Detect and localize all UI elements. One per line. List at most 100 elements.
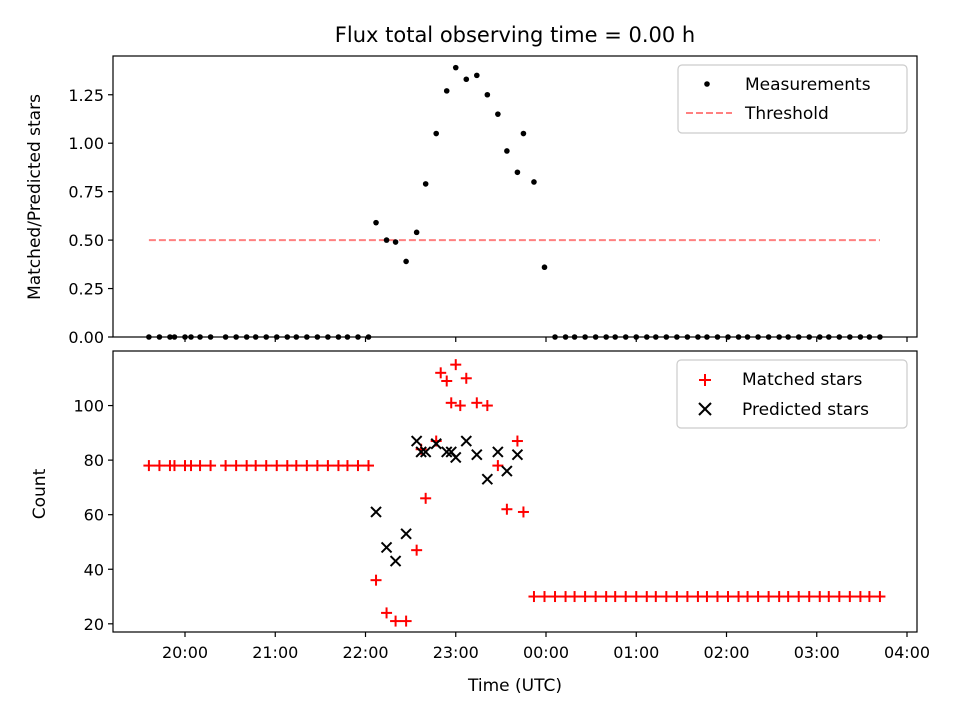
bottom-legend: Matched stars Predicted stars <box>676 359 908 429</box>
x-tick-label: 01:00 <box>613 643 659 662</box>
measurement-point <box>592 334 599 340</box>
measurement-point <box>392 239 399 245</box>
measurement-point <box>695 334 701 340</box>
measurement-point <box>836 334 843 340</box>
top-y-tick-label: 0.75 <box>68 183 104 202</box>
matched-star-point <box>230 460 242 472</box>
matched-star-point <box>341 460 353 472</box>
matched-star-point <box>763 591 775 603</box>
measurement-point <box>452 64 459 71</box>
matched-star-point <box>517 506 529 518</box>
measurement-point <box>674 334 680 340</box>
legend-measurements-marker <box>704 81 710 87</box>
measurement-point <box>293 334 300 340</box>
measurement-point <box>735 334 742 340</box>
measurement-point <box>252 334 259 340</box>
predicted-star-point <box>471 448 483 461</box>
matched-star-point <box>194 460 206 472</box>
legend-predicted-marker <box>698 402 712 416</box>
matched-star-point <box>590 591 602 603</box>
x-tick-label: 21:00 <box>252 643 298 662</box>
measurement-point <box>188 334 194 340</box>
predicted-star-point <box>400 528 412 540</box>
matched-star-point <box>660 591 672 603</box>
measurement-point <box>373 219 379 226</box>
predicted-star-point <box>450 451 462 464</box>
measurement-point <box>622 334 629 340</box>
measurement-point <box>765 334 772 340</box>
measurement-point <box>156 334 163 340</box>
matched-star-point <box>390 615 402 627</box>
matched-star-point <box>363 460 375 472</box>
x-axis-label: Time (UTC) <box>467 676 562 696</box>
measurement-point <box>806 334 813 340</box>
predicted-star-point <box>410 435 423 447</box>
matched-star-point <box>205 460 217 472</box>
measurement-point <box>171 334 178 340</box>
matched-star-point <box>671 591 683 603</box>
matched-star-point <box>681 591 693 603</box>
matched-star-point <box>701 591 713 603</box>
measurement-point <box>365 334 372 340</box>
matched-star-point <box>381 607 393 619</box>
matched-star-point <box>471 397 483 409</box>
matched-star-point <box>143 460 155 472</box>
measurement-point <box>146 334 152 340</box>
measurement-point <box>684 334 691 340</box>
matched-star-point <box>782 591 794 603</box>
matched-star-point <box>630 591 642 603</box>
matched-star-point <box>742 591 754 603</box>
measurement-point <box>422 181 429 187</box>
measurement-point <box>433 130 439 137</box>
matched-star-point <box>311 460 323 472</box>
top-y-tick-label: 1.25 <box>68 86 104 105</box>
measurement-point <box>653 334 659 340</box>
measurement-point <box>182 334 188 340</box>
measurement-point <box>197 334 203 340</box>
bottom-plot-area: 20 40 60 80 100 20:00 21:00 22:00 23:00 00:00 01:0… <box>73 350 930 662</box>
measurement-point <box>816 334 823 340</box>
bottom-y-tick-label: 60 <box>84 506 104 525</box>
x-tick-label: 22:00 <box>342 643 388 662</box>
measurement-point <box>355 334 361 340</box>
predicted-star-point <box>501 465 513 477</box>
measurement-point <box>484 91 491 98</box>
bottom-plot-frame <box>112 350 918 633</box>
matched-star-point <box>460 372 472 384</box>
measurement-point <box>785 334 791 340</box>
matched-star-point <box>454 400 466 412</box>
bottom-y-tick-label: 20 <box>84 615 104 634</box>
matched-star-point <box>450 359 462 371</box>
predicted-star-point <box>511 448 524 461</box>
measurement-point <box>335 334 342 340</box>
matched-star-point <box>823 591 835 603</box>
matched-star-point <box>435 367 447 379</box>
measurement-point <box>344 334 351 340</box>
matched-star-point <box>153 460 165 472</box>
measurement-point <box>474 72 480 79</box>
measurement-point <box>714 334 721 340</box>
matched-star-point <box>549 591 561 603</box>
measurement-point <box>263 334 270 340</box>
measurement-point <box>233 334 239 340</box>
x-tick-label: 03:00 <box>794 643 840 662</box>
top-y-tick-label: 1.00 <box>68 134 104 153</box>
measurement-point <box>443 88 450 94</box>
matched-star-point <box>863 591 875 603</box>
matched-star-point <box>260 460 272 472</box>
measurement-point <box>776 334 782 340</box>
matched-star-point <box>528 591 540 603</box>
matched-star-point <box>650 591 662 603</box>
matched-star-point <box>290 460 302 472</box>
measurement-point <box>552 334 558 340</box>
measurement-point <box>744 334 751 340</box>
matched-star-point <box>220 460 232 472</box>
measurement-point <box>633 334 640 340</box>
measurement-point <box>612 334 618 340</box>
x-tick-label: 04:00 <box>884 643 930 662</box>
measurement-point <box>222 334 229 340</box>
legend-measurements-label: Measurements <box>745 75 871 95</box>
predicted-star-point <box>492 446 504 458</box>
